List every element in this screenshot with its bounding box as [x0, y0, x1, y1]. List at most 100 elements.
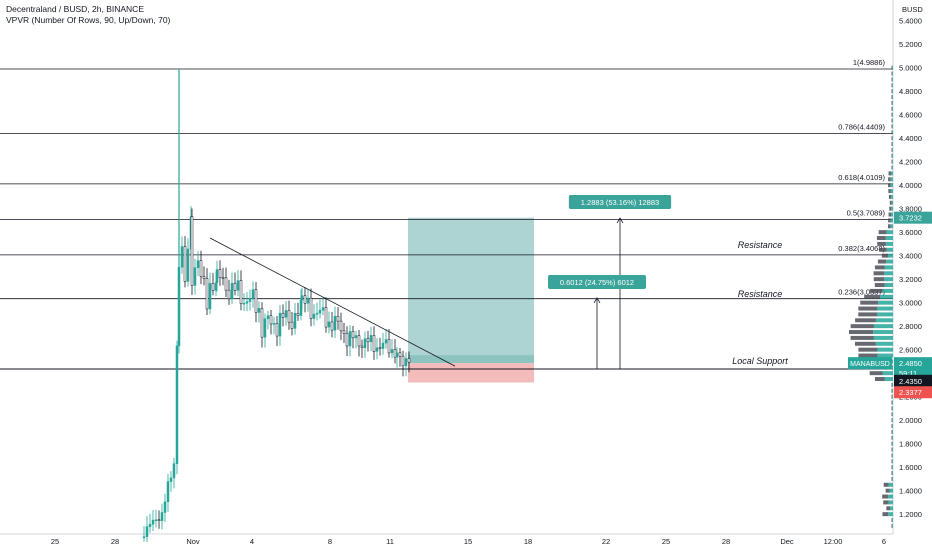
- candle-body: [390, 349, 394, 354]
- vpvr-bar-up: [892, 441, 893, 446]
- interval-label[interactable]: 2h: [92, 4, 102, 14]
- vpvr-bar-up: [892, 83, 893, 88]
- vpvr-bar-down: [891, 459, 893, 464]
- candle-body: [142, 536, 146, 538]
- vpvr-bar-up: [884, 283, 893, 288]
- symbol-title[interactable]: Decentraland / BUSD: [6, 4, 88, 14]
- target-price-tag: 3.7232: [899, 214, 922, 223]
- vpvr-bar-up: [890, 506, 893, 511]
- vpvr-bar-down: [855, 318, 876, 323]
- vpvr-bar-down: [864, 294, 881, 299]
- vpvr-bar-down: [888, 177, 891, 182]
- target-1-arrow-head: [616, 217, 624, 224]
- vpvr-bar-down: [891, 424, 893, 429]
- local-support-label: Local Support: [732, 356, 788, 366]
- candle-body: [230, 282, 234, 300]
- vpvr-bar-up: [892, 147, 893, 152]
- vpvr-bar-down: [879, 247, 887, 252]
- vpvr-bar-down: [888, 183, 891, 188]
- candle-body: [163, 501, 167, 513]
- vpvr-bar-down: [891, 89, 893, 94]
- candle-body: [175, 345, 179, 464]
- vpvr-bar-down: [889, 200, 892, 205]
- vpvr-bar-down: [891, 124, 893, 129]
- vpvr-bar-up: [891, 200, 893, 205]
- resistance-label: Resistance: [738, 240, 783, 250]
- vpvr-bar-down: [891, 471, 893, 476]
- price-tick: 5.4000: [899, 17, 922, 26]
- target-zone[interactable]: [408, 217, 534, 364]
- time-tick: Nov: [186, 537, 200, 546]
- candle-body: [278, 312, 282, 337]
- candle-body: [357, 335, 361, 347]
- time-tick: 28: [111, 537, 119, 546]
- vpvr-bar-up: [885, 241, 893, 246]
- vpvr-bar-up: [892, 388, 893, 393]
- candle-body: [372, 335, 376, 352]
- vpvr-bar-up: [887, 253, 893, 258]
- candle-body: [242, 302, 246, 305]
- candle-body: [154, 519, 158, 521]
- vpvr-bar-down: [873, 271, 885, 276]
- candle-body: [330, 321, 334, 331]
- vpvr-bar-up: [892, 130, 893, 135]
- vpvr-bar-down: [891, 453, 893, 458]
- vpvr-bar-down: [891, 476, 893, 481]
- candle-body: [366, 338, 370, 343]
- price-tick: 5.2000: [899, 40, 922, 49]
- candle-body: [263, 318, 267, 338]
- vpvr-bar-up: [891, 206, 893, 211]
- vpvr-bar-up: [892, 447, 893, 452]
- vpvr-indicator-label[interactable]: VPVR (Number Of Rows, 90, Up/Down, 70): [6, 15, 171, 25]
- price-tick: 3.0000: [899, 299, 922, 308]
- vpvr-bar-down: [891, 400, 893, 405]
- vpvr-bar-up: [884, 265, 893, 270]
- price-tick: 1.4000: [899, 487, 922, 496]
- vpvr-bar-down: [881, 253, 888, 258]
- stop-zone[interactable]: [408, 363, 534, 383]
- vpvr-bar-up: [892, 429, 893, 434]
- candle-body: [378, 347, 382, 350]
- time-tick: 12:00: [824, 537, 843, 546]
- candle-body: [293, 312, 297, 329]
- price-tick: 4.4000: [899, 134, 922, 143]
- candle-body: [284, 310, 288, 318]
- vpvr-bar-up: [892, 424, 893, 429]
- vpvr-bar-down: [891, 165, 893, 170]
- price-tick: 2.8000: [899, 322, 922, 331]
- candle-body: [333, 316, 337, 331]
- time-tick: 8: [328, 537, 332, 546]
- candle-body: [180, 246, 184, 268]
- vpvr-bar-down: [888, 194, 892, 199]
- vpvr-bar-up: [877, 347, 893, 352]
- candle-body: [360, 345, 364, 348]
- candle-body: [145, 526, 149, 537]
- target-2-arrow-head: [593, 297, 601, 304]
- fib-level-label: 0.786(4.4409): [838, 122, 885, 131]
- stop-price-tag-bg: [894, 386, 932, 399]
- vpvr-bar-down: [891, 159, 893, 164]
- candle-body: [348, 331, 352, 347]
- vpvr-bar-up: [892, 153, 893, 158]
- vpvr-bar-up: [892, 412, 893, 417]
- vpvr-bar-up: [892, 435, 893, 440]
- vpvr-bar-down: [891, 418, 893, 423]
- candle-body: [321, 307, 325, 311]
- candle-body: [254, 289, 258, 313]
- candle-body: [387, 339, 391, 354]
- descending-trendline[interactable]: [209, 237, 456, 367]
- candle-body: [208, 283, 212, 310]
- candle-body: [227, 289, 231, 300]
- stop-price-tag: 2.3377: [899, 388, 922, 397]
- target-1-label: 1.2883 (53.16%) 12883: [581, 198, 659, 207]
- vpvr-bar-down: [888, 212, 891, 217]
- vpvr-bar-down: [891, 388, 893, 393]
- time-tick: 28: [722, 537, 730, 546]
- time-tick: 18: [524, 537, 532, 546]
- vpvr-bar-down: [891, 382, 893, 387]
- vpvr-bar-down: [891, 95, 893, 100]
- vpvr-bar-down: [849, 330, 874, 335]
- candle-body: [199, 260, 203, 277]
- vpvr-bar-down: [891, 118, 893, 123]
